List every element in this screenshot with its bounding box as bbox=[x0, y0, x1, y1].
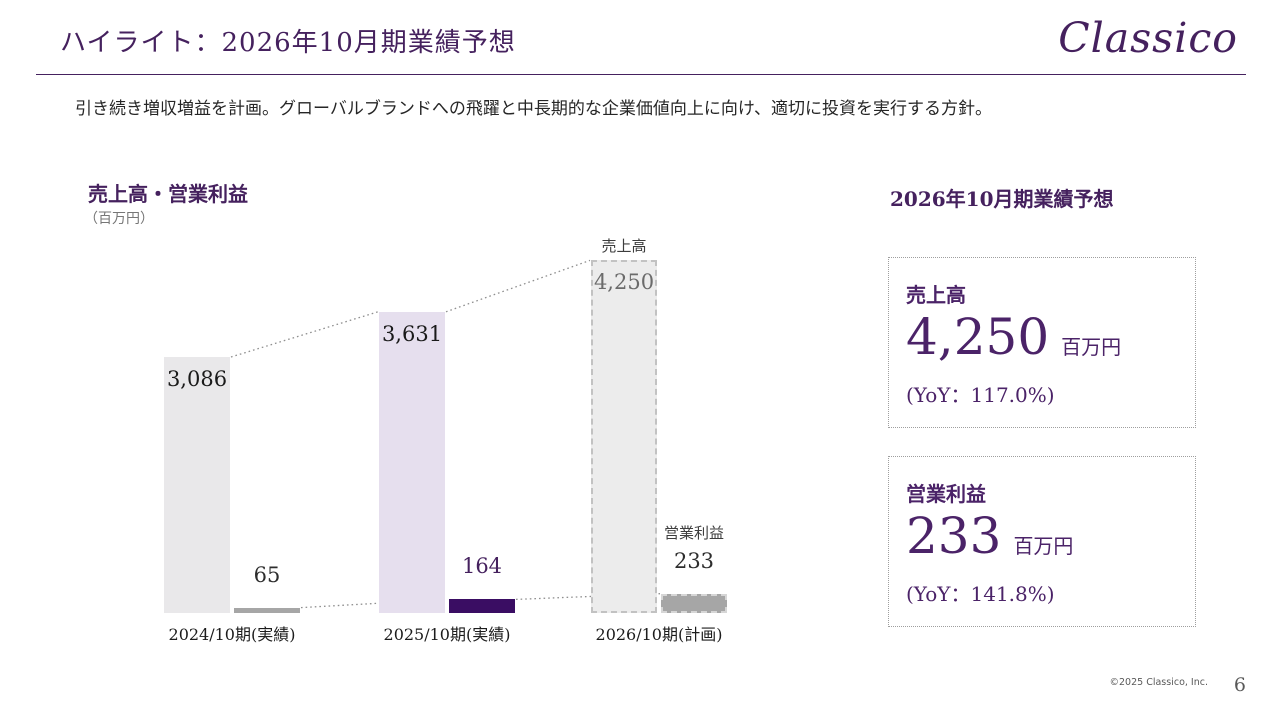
x-axis-label: 2026/10期(計画) bbox=[595, 625, 723, 644]
profit-value-label: 65 bbox=[253, 563, 281, 587]
profit-value-label: 233 bbox=[673, 549, 715, 573]
chart-unit-label: （百万円） bbox=[84, 211, 154, 227]
profit-bar bbox=[449, 599, 515, 613]
card-unit: 百万円 bbox=[1061, 335, 1122, 359]
connector-dotted-line bbox=[445, 259, 591, 313]
header-rule bbox=[36, 74, 1246, 75]
card-yoy: (YoY：117.0%) bbox=[906, 383, 1055, 407]
profit-value-label: 164 bbox=[461, 554, 503, 578]
sales-value-label: 3,086 bbox=[166, 367, 228, 391]
profit-forecast-card: 営業利益 233 百万円 (YoY：141.8%) bbox=[888, 456, 1196, 627]
sales-bar bbox=[379, 312, 445, 613]
card-label: 営業利益 bbox=[906, 482, 986, 506]
chart-title: 売上高・営業利益 bbox=[88, 182, 248, 206]
card-value: 233 bbox=[906, 507, 1002, 565]
profit-series-annotation: 営業利益 bbox=[663, 524, 724, 542]
slide-subtitle: 引き続き増収増益を計画。グローバルブランドへの飛躍と中長期的な企業価値向上に向け… bbox=[75, 99, 992, 119]
card-yoy: (YoY：141.8%) bbox=[906, 582, 1055, 606]
copyright-text: ©2025 Classico, Inc. bbox=[1109, 677, 1208, 688]
x-axis-label: 2025/10期(実績) bbox=[383, 625, 511, 644]
sales-bar bbox=[591, 260, 657, 613]
sales-value-label: 4,250 bbox=[593, 270, 655, 294]
forecast-heading: 2026年10月期業績予想 bbox=[890, 187, 1114, 211]
page-title: ハイライト：2026年10月期業績予想 bbox=[60, 28, 516, 58]
card-value-row: 233 百万円 bbox=[906, 508, 1179, 576]
sales-series-annotation: 売上高 bbox=[601, 237, 647, 255]
sales-bar bbox=[164, 357, 230, 613]
sales-value-label: 3,631 bbox=[381, 322, 443, 346]
profit-bar bbox=[234, 608, 300, 613]
card-value-row: 4,250 百万円 bbox=[906, 309, 1179, 377]
card-label: 売上高 bbox=[906, 283, 966, 307]
connector-dotted-line bbox=[230, 311, 379, 358]
connector-dotted-line bbox=[300, 598, 449, 609]
x-axis-label: 2024/10期(実績) bbox=[168, 625, 296, 644]
sales-forecast-card: 売上高 4,250 百万円 (YoY：117.0%) bbox=[888, 257, 1196, 428]
brand-logo: Classico bbox=[1058, 14, 1238, 62]
card-unit: 百万円 bbox=[1013, 534, 1074, 558]
page-number: 6 bbox=[1233, 674, 1246, 696]
profit-bar bbox=[661, 594, 727, 613]
card-value: 4,250 bbox=[906, 308, 1050, 366]
